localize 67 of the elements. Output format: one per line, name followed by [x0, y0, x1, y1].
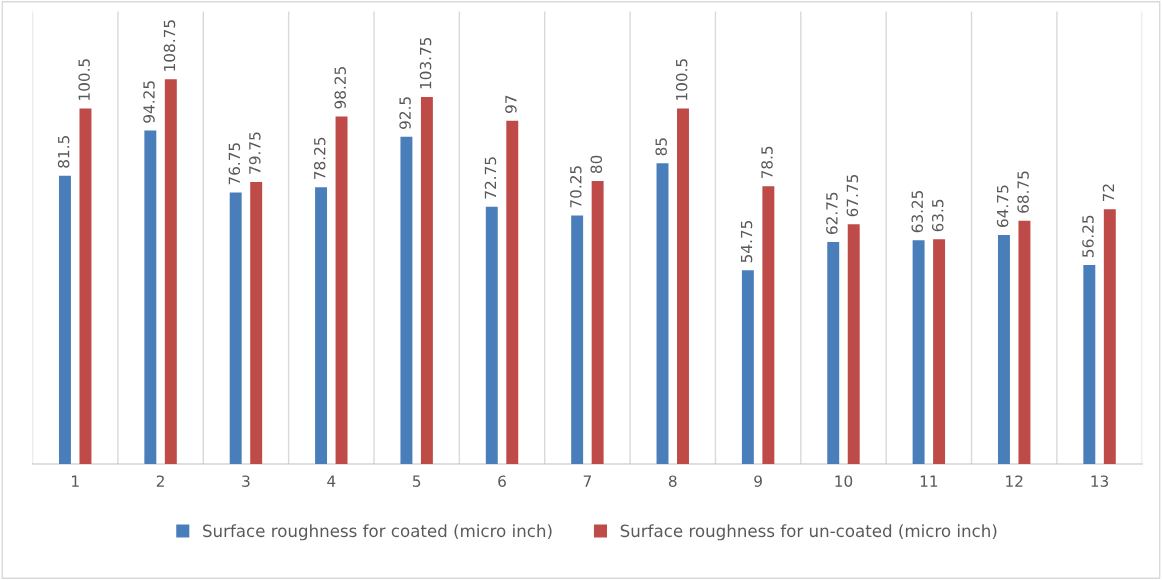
- bar: [400, 136, 413, 464]
- bar: [315, 187, 328, 464]
- data-label: 85: [655, 138, 667, 156]
- data-label: 62.75: [826, 192, 838, 235]
- bar: [1103, 209, 1116, 464]
- bar: [933, 239, 946, 464]
- bar: [164, 79, 177, 464]
- data-label: 79.75: [249, 132, 261, 174]
- bar: [762, 186, 775, 464]
- data-label: 98.25: [334, 67, 346, 109]
- bar: [677, 108, 689, 464]
- data-label: 72.75: [484, 157, 497, 199]
- data-label: 76.75: [228, 143, 241, 185]
- bar: [144, 130, 157, 464]
- legend-label: Surface roughness for un-coated (micro inch): [620, 524, 997, 541]
- data-label: 68.75: [1017, 171, 1029, 213]
- bar: [506, 120, 519, 464]
- bar: [485, 206, 498, 464]
- bar: [229, 192, 242, 464]
- data-label: 67.75: [846, 174, 859, 217]
- bar: [250, 181, 263, 464]
- data-label: 94.25: [143, 81, 155, 123]
- x-tick-label: 1: [72, 475, 79, 487]
- data-label: 80: [590, 155, 603, 174]
- x-tick-label: 12: [1006, 475, 1023, 487]
- data-label: 103.75: [419, 37, 432, 89]
- x-tick-label: 3: [242, 475, 250, 487]
- bar: [997, 234, 1010, 464]
- x-tick-label: 11: [920, 475, 938, 487]
- bar: [59, 175, 71, 464]
- bar: [912, 240, 925, 464]
- bar: [79, 108, 92, 464]
- data-label: 72: [1102, 184, 1115, 202]
- data-label: 97: [505, 95, 517, 113]
- x-tick-label: 9: [754, 475, 762, 487]
- bar: [827, 242, 840, 464]
- data-label: 81.5: [57, 136, 70, 168]
- bar: [420, 96, 433, 464]
- bar: [847, 224, 860, 464]
- data-label: 56.25: [1082, 215, 1094, 257]
- bar: [1018, 220, 1031, 464]
- data-label: 92.5: [399, 97, 411, 129]
- data-label: 108.75: [163, 20, 176, 71]
- bar: [1083, 265, 1096, 464]
- data-label: 54.75: [740, 220, 753, 263]
- x-tick-label: 13: [1091, 475, 1109, 487]
- data-label: 70.25: [570, 166, 582, 208]
- x-tick-label: 10: [835, 475, 853, 487]
- bar: [335, 116, 348, 464]
- data-label: 63.25: [911, 190, 924, 233]
- x-tick-label: 7: [583, 475, 591, 487]
- x-tick-label: 6: [498, 475, 506, 487]
- data-label: 78.25: [313, 137, 326, 179]
- legend-label: Surface roughness for coated (micro inch): [203, 524, 552, 541]
- bar: [656, 163, 669, 464]
- bar: [571, 215, 584, 464]
- data-label: 64.75: [996, 185, 1009, 227]
- data-label: 100.5: [675, 59, 688, 100]
- data-label: 78.5: [761, 146, 773, 179]
- data-label: 63.5: [931, 199, 944, 232]
- x-tick-label: 4: [327, 475, 336, 487]
- bar: [591, 181, 604, 464]
- x-tick-label: 8: [668, 475, 677, 487]
- x-tick-label: 5: [412, 475, 421, 487]
- bar: [741, 270, 754, 464]
- data-label: 100.5: [78, 59, 90, 100]
- x-tick-label: 2: [156, 475, 164, 487]
